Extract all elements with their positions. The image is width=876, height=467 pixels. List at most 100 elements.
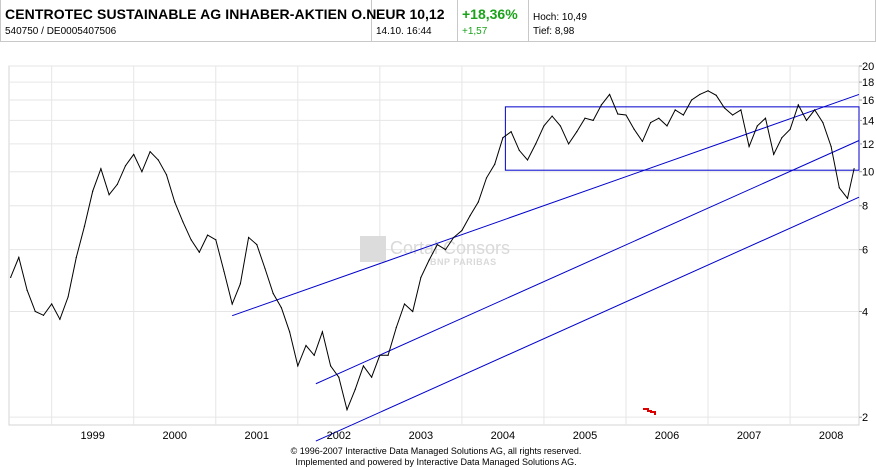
price-point bbox=[182, 221, 184, 223]
price-point bbox=[59, 318, 61, 320]
price-point bbox=[502, 137, 504, 139]
price-point bbox=[223, 270, 225, 273]
y-tick-label: 2 bbox=[862, 412, 868, 424]
price-point bbox=[674, 109, 676, 111]
price-point bbox=[781, 137, 783, 139]
price-point bbox=[403, 303, 406, 305]
price-point bbox=[42, 314, 45, 316]
day-high: Hoch: 10,49 bbox=[533, 12, 587, 23]
price-point bbox=[518, 149, 520, 151]
x-tick-label: 2001 bbox=[245, 430, 269, 442]
price-point bbox=[272, 292, 274, 295]
price-point bbox=[814, 109, 816, 111]
price-point bbox=[379, 354, 381, 356]
price-point bbox=[239, 283, 241, 285]
x-tick-label: 2008 bbox=[819, 430, 843, 442]
price-point bbox=[387, 354, 389, 356]
price-point bbox=[666, 125, 668, 127]
price-point bbox=[641, 140, 643, 142]
price-point bbox=[846, 197, 849, 199]
price-point bbox=[338, 376, 340, 378]
price-point bbox=[494, 163, 496, 165]
price-point bbox=[551, 115, 553, 117]
range-box bbox=[504, 106, 860, 171]
watermark-sub: BNP PARIBAS bbox=[430, 257, 497, 267]
last-price: EUR 10,12 bbox=[376, 6, 445, 22]
price-point bbox=[420, 276, 422, 279]
channel-lines bbox=[231, 93, 860, 442]
y-tick-label: 20 bbox=[862, 61, 874, 73]
price-point bbox=[371, 376, 373, 378]
price-point bbox=[256, 244, 258, 246]
x-tick-label: 2000 bbox=[162, 430, 186, 442]
price-point bbox=[346, 409, 348, 411]
y-tick-label: 6 bbox=[862, 245, 868, 257]
price-point bbox=[853, 168, 855, 170]
price-point bbox=[83, 225, 86, 227]
y-tick-label: 14 bbox=[862, 115, 874, 127]
price-point bbox=[732, 114, 734, 116]
watermark-logo-icon bbox=[360, 236, 386, 262]
price-point bbox=[428, 259, 430, 261]
price-point bbox=[600, 104, 602, 106]
y-tick-label: 10 bbox=[862, 167, 874, 179]
price-point bbox=[10, 276, 12, 279]
price-point bbox=[305, 344, 307, 347]
footer-copyright: © 1996-2007 Interactive Data Managed Sol… bbox=[291, 446, 582, 456]
price-point bbox=[453, 236, 455, 239]
price-point bbox=[133, 153, 135, 156]
price-point bbox=[633, 128, 635, 130]
trend-line bbox=[315, 140, 860, 385]
price-point bbox=[330, 365, 332, 367]
price-point bbox=[264, 267, 266, 270]
price-point bbox=[617, 113, 619, 115]
price-point bbox=[297, 365, 299, 367]
price-point bbox=[797, 104, 799, 106]
price-point bbox=[715, 94, 717, 96]
price-point bbox=[764, 117, 767, 119]
footer-powered: Implemented and powered by Interactive D… bbox=[295, 457, 576, 467]
price-time: 14.10. 16:44 bbox=[376, 26, 432, 37]
price-point bbox=[608, 93, 611, 96]
y-tick-label: 16 bbox=[862, 95, 874, 107]
change-absolute: +1,57 bbox=[462, 26, 488, 37]
price-point bbox=[748, 145, 750, 148]
price-point bbox=[723, 107, 726, 109]
price-point bbox=[165, 174, 168, 176]
price-cell: EUR 10,12 14.10. 16:44 bbox=[372, 0, 458, 42]
day-low: Tief: 8,98 bbox=[533, 26, 575, 37]
price-point bbox=[280, 307, 282, 309]
price-point bbox=[26, 289, 28, 291]
price-point bbox=[559, 125, 561, 127]
y-tick-label: 18 bbox=[862, 77, 874, 89]
y-axis: 2 4 6 8 10 12 14 16 18 20 bbox=[859, 61, 874, 424]
y-tick-label: 4 bbox=[862, 306, 868, 318]
change-percent: +18,36% bbox=[462, 6, 518, 22]
marker bbox=[643, 408, 656, 415]
price-point bbox=[190, 239, 192, 241]
x-tick-label: 2005 bbox=[573, 430, 597, 442]
price-point bbox=[247, 236, 250, 239]
watermark: Cortal Consors BNP PARIBAS bbox=[360, 236, 510, 267]
price-point bbox=[658, 117, 660, 119]
trend-line bbox=[315, 196, 860, 442]
x-tick-label: 2006 bbox=[655, 430, 679, 442]
price-point bbox=[469, 214, 471, 217]
price-point bbox=[740, 109, 742, 111]
price-point bbox=[321, 331, 324, 333]
price-point bbox=[444, 249, 447, 251]
security-name-cell: CENTROTEC SUSTAINABLE AG INHABER-AKTIEN … bbox=[0, 0, 380, 42]
price-point bbox=[535, 143, 537, 145]
price-point bbox=[838, 187, 840, 189]
price-point bbox=[141, 171, 143, 173]
y-tick-label: 12 bbox=[862, 139, 874, 151]
price-point bbox=[592, 119, 594, 121]
price-point bbox=[354, 388, 356, 390]
price-point bbox=[313, 354, 315, 356]
x-tick-label: 2003 bbox=[409, 430, 433, 442]
price-point bbox=[830, 145, 832, 148]
price-point bbox=[92, 190, 94, 192]
watermark-brand: Cortal Consors bbox=[390, 238, 510, 258]
price-point bbox=[198, 251, 200, 253]
price-point bbox=[567, 143, 570, 145]
